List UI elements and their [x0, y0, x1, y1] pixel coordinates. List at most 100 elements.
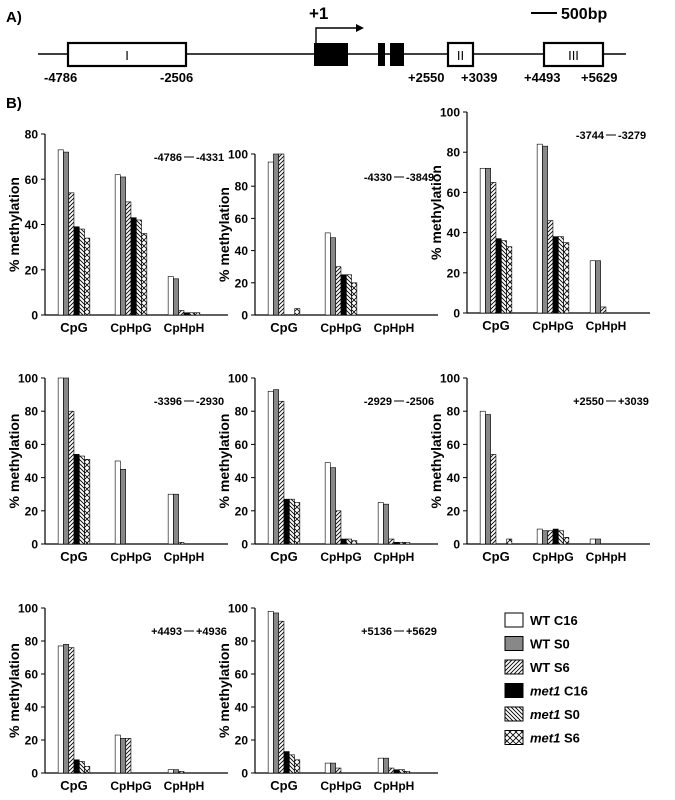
bar-met1-s0-cphpg	[136, 219, 142, 316]
bar-wt-s0-cpg	[273, 153, 279, 316]
region-start-label: +2550	[573, 396, 604, 408]
y-tick-label: 100	[18, 602, 38, 616]
bar-met1-s6-cpg	[506, 538, 513, 545]
bar-wt-s6-cphph	[178, 310, 185, 316]
bar-met1-s6-cphph	[404, 542, 411, 545]
tss-label: +1	[309, 4, 328, 23]
legend-swatch	[504, 730, 524, 745]
region-box-ii: II	[446, 41, 475, 68]
y-tick-label: 20	[235, 504, 249, 518]
bar-wt-s6-cphph	[178, 542, 185, 545]
y-tick-label: 40	[25, 471, 39, 485]
y-tick-label: 0	[31, 538, 38, 552]
bar-wt-s6-cpg	[490, 454, 497, 545]
y-tick-label: 80	[447, 405, 461, 419]
y-tick-label: 80	[235, 180, 249, 194]
x-tick-label: CpG	[60, 320, 87, 335]
bar-wt-s6-cpg	[68, 192, 75, 316]
bar-met1-s6-cphpg	[563, 537, 570, 545]
chart-3: 0 20 40 60 80 100 % methylation CpG CpHpG CpHpH -3…	[428, 106, 650, 333]
panel-label-a: A)	[6, 9, 22, 26]
bar-met1-s0-cphpg	[558, 530, 564, 545]
y-axis-label: % methylation	[216, 187, 232, 282]
bar-met1-s0-cphpg	[346, 274, 352, 316]
bar-wt-s6-cphpg	[125, 201, 132, 316]
y-tick-label: 60	[235, 212, 249, 226]
bar-wt-c16-cphph	[167, 769, 174, 774]
chart-4: 0 20 40 60 80 100 % methylation CpG CpHpG CpHpH -3…	[6, 372, 228, 564]
legend-label: WT C16	[530, 613, 578, 628]
y-tick-label: 0	[31, 767, 38, 781]
y-tick-label: 80	[25, 635, 39, 649]
y-tick-label: 60	[25, 173, 39, 187]
bar-met1-c16-cphph	[393, 769, 400, 774]
bar-met1-c16-cphpg	[130, 217, 137, 316]
y-tick-label: 0	[453, 538, 460, 552]
bar-wt-s6-cphpg	[125, 738, 132, 774]
bar-wt-s0-cpg	[63, 151, 69, 316]
chart-6: 0 20 40 60 80 100 % methylation CpG CpHpG CpHpH +2…	[428, 372, 650, 564]
bar-wt-s0-cphpg	[120, 176, 126, 316]
x-tick-label: CpHpG	[320, 321, 361, 335]
y-tick-label: 20	[25, 263, 39, 277]
x-tick-label: CpHpH	[374, 550, 415, 564]
bar-wt-s0-cpg	[485, 414, 491, 545]
bar-wt-s6-cphpg	[335, 266, 342, 316]
y-tick-label: 40	[447, 471, 461, 485]
x-tick-label: CpG	[270, 778, 297, 793]
region-end-label: -2930	[196, 396, 224, 408]
bar-met1-s0-cpg	[79, 761, 85, 774]
x-tick-label: CpG	[60, 778, 87, 793]
bar-wt-s0-cphph	[595, 260, 601, 314]
chart-1: 0 20 40 60 80 % methylation CpG CpHpG CpHpH -4786…	[6, 128, 228, 335]
y-tick-label: 80	[25, 128, 39, 142]
bar-wt-c16-cphph	[589, 538, 596, 545]
bar-wt-s0-cpg	[63, 643, 69, 774]
bar-met1-s0-cpg	[289, 498, 295, 545]
y-tick-label: 0	[241, 309, 248, 323]
y-tick-label: 60	[25, 668, 39, 682]
bar-wt-s0-cphph	[173, 493, 179, 545]
bar-met1-s6-cpg	[84, 766, 91, 774]
bar-wt-c16-cphpg	[114, 734, 121, 774]
y-axis-label: % methylation	[6, 414, 22, 509]
legend-swatch	[504, 706, 524, 722]
y-tick-label: 40	[25, 701, 39, 715]
legend-swatch	[504, 612, 524, 628]
x-tick-label: CpG	[482, 318, 509, 333]
bar-wt-c16-cphpg	[114, 460, 121, 545]
y-tick-label: 80	[235, 635, 249, 649]
bar-wt-c16-cphpg	[536, 528, 543, 545]
region-label-i: I	[125, 48, 129, 63]
y-axis-label: % methylation	[216, 414, 232, 509]
legend-label: met1 S0	[530, 707, 580, 722]
bar-met1-c16-cphpg	[340, 274, 347, 316]
x-tick-label: CpHpG	[532, 319, 573, 333]
bar-met1-c16-cphpg	[552, 528, 559, 545]
x-tick-label: CpG	[60, 549, 87, 564]
bar-met1-s6-cphph	[194, 312, 201, 316]
y-tick-label: 20	[235, 734, 249, 748]
bar-wt-s0-cpg	[273, 389, 279, 545]
bar-met1-s6-cphpg	[141, 233, 148, 316]
x-tick-label: CpHpG	[110, 779, 151, 793]
legend-label: met1 C16	[530, 684, 588, 699]
legend-label: met1 S6	[530, 731, 580, 746]
bar-wt-s0-cphpg	[542, 145, 548, 314]
bar-met1-s0-cphph	[399, 542, 405, 545]
y-tick-label: 0	[453, 307, 460, 321]
bar-wt-s6-cphpg	[547, 530, 554, 545]
legend-label: WT S0	[530, 637, 570, 652]
bar-wt-s0-cphpg	[542, 530, 548, 545]
bar-wt-s6-cphpg	[547, 220, 554, 314]
bar-wt-s0-cphph	[173, 769, 179, 774]
x-tick-label: CpHpH	[374, 321, 415, 335]
bar-met1-s0-cpg	[501, 240, 507, 314]
y-tick-label: 60	[235, 668, 249, 682]
bar-wt-c16-cpg	[267, 161, 274, 316]
y-tick-label: 100	[18, 372, 38, 386]
bar-wt-s6-cpg	[278, 400, 285, 545]
bar-met1-c16-cphpg	[340, 538, 347, 545]
bar-met1-s0-cphpg	[346, 538, 352, 545]
